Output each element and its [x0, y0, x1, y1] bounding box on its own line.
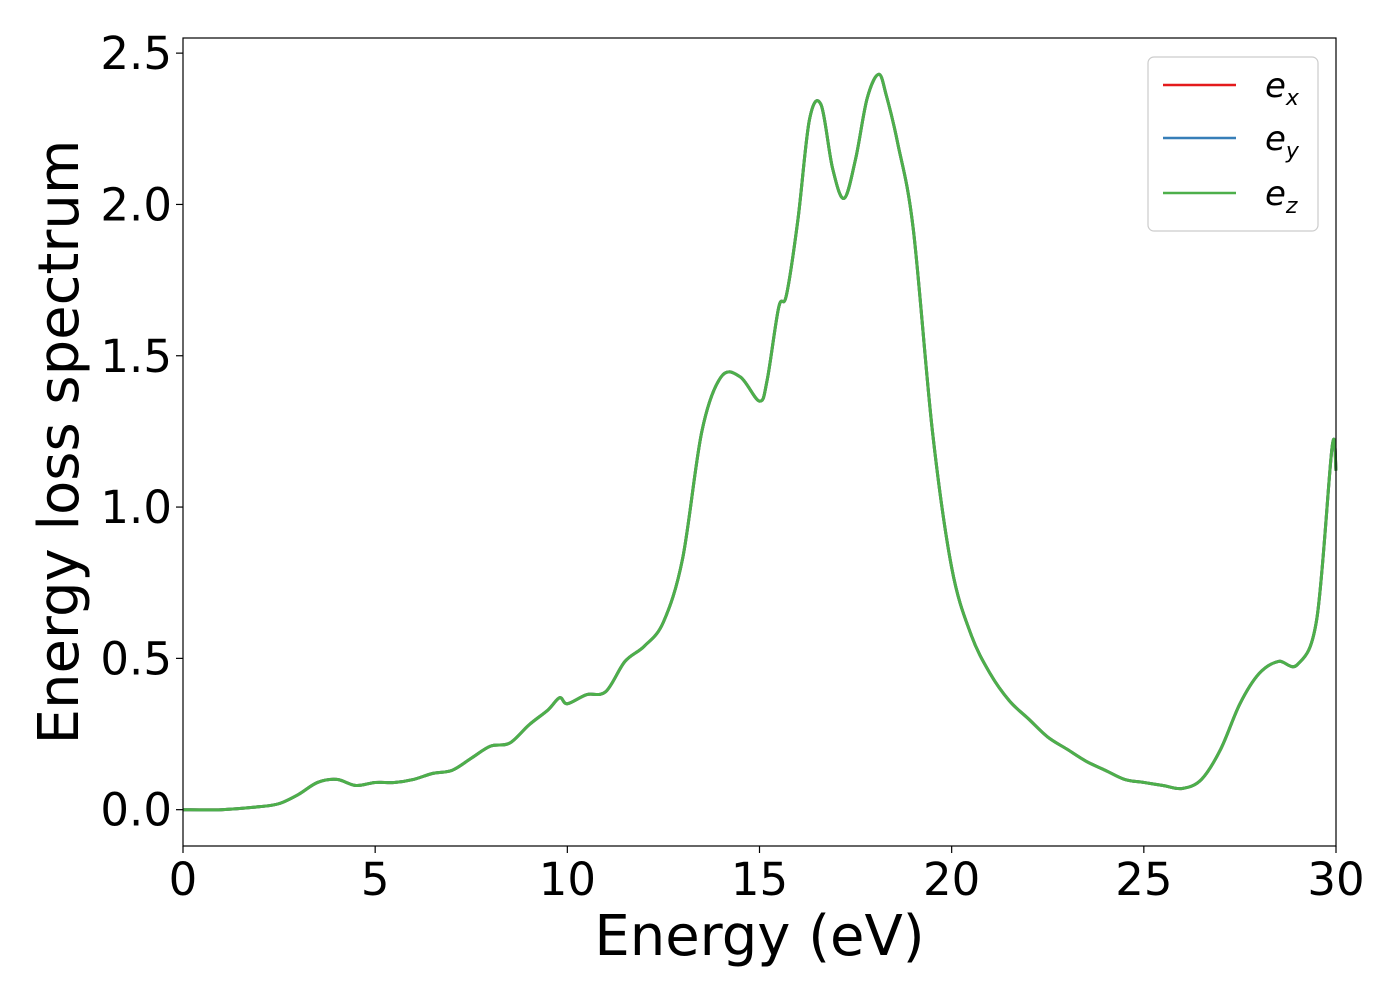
y-axis-ticks: 0.0 0.5 1.0 1.5 2.0 2.5 — [100, 27, 183, 837]
x-tick-label: 15 — [731, 853, 788, 906]
x-tick-label: 5 — [361, 853, 390, 906]
series-layer — [182, 72, 1338, 812]
x-tick-label: 10 — [539, 853, 596, 906]
x-tick-label: 25 — [1115, 853, 1172, 906]
series-line-e-z — [182, 72, 1338, 812]
y-tick-label: 1.0 — [100, 481, 172, 534]
x-axis-label: Energy (eV) — [594, 904, 924, 969]
x-tick-label: 30 — [1307, 853, 1364, 906]
x-tick-label: 20 — [923, 853, 980, 906]
y-tick-label: 2.0 — [100, 178, 172, 231]
plot-area — [183, 38, 1336, 846]
x-tick-label: 0 — [169, 853, 198, 906]
legend-box — [1147, 56, 1319, 232]
legend-label-ex: ex — [1265, 66, 1300, 111]
y-tick-label: 1.5 — [100, 330, 172, 383]
y-tick-label: 0.0 — [100, 784, 172, 837]
x-axis-ticks: 0 5 10 15 20 25 30 — [169, 846, 1365, 906]
legend: ex ey ez — [1147, 56, 1319, 232]
legend-label-ey: ey — [1265, 119, 1300, 164]
legend-label-ez: ez — [1265, 174, 1298, 219]
y-tick-label: 2.5 — [100, 27, 172, 80]
y-axis-label: Energy loss spectrum — [27, 140, 92, 745]
y-tick-label: 0.5 — [100, 632, 172, 685]
